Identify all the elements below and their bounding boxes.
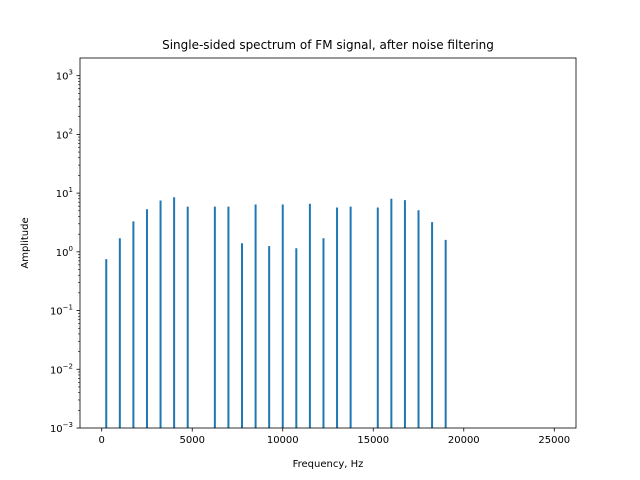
x-tick-label: 5000 xyxy=(180,435,205,446)
y-tick-label: 10−2 xyxy=(50,362,73,376)
spectrum-lines xyxy=(105,197,447,428)
y-tick-label: 102 xyxy=(56,127,73,141)
x-tick-label: 25000 xyxy=(538,435,570,446)
y-tick-label: 10−3 xyxy=(50,421,73,435)
plot-frame xyxy=(79,57,577,429)
y-tick-label: 100 xyxy=(56,245,73,259)
y-tick-label: 103 xyxy=(56,69,73,83)
y-tick-label: 101 xyxy=(56,186,73,200)
y-tick-label: 10−1 xyxy=(50,304,73,318)
x-tick-label: 0 xyxy=(99,435,105,446)
x-tick-label: 15000 xyxy=(357,435,389,446)
x-axis-ticks: 0 5000 10000 15000 20000 25000 xyxy=(99,428,570,446)
y-axis-label: Amplitude xyxy=(20,217,31,268)
y-axis-ticks: 10−3 10−2 10−1 100 101 102 103 xyxy=(50,69,80,435)
x-tick-label: 10000 xyxy=(267,435,299,446)
x-axis-label: Frequency, Hz xyxy=(293,459,364,470)
chart-title: Single-sided spectrum of FM signal, afte… xyxy=(162,38,494,52)
x-tick-label: 20000 xyxy=(448,435,480,446)
